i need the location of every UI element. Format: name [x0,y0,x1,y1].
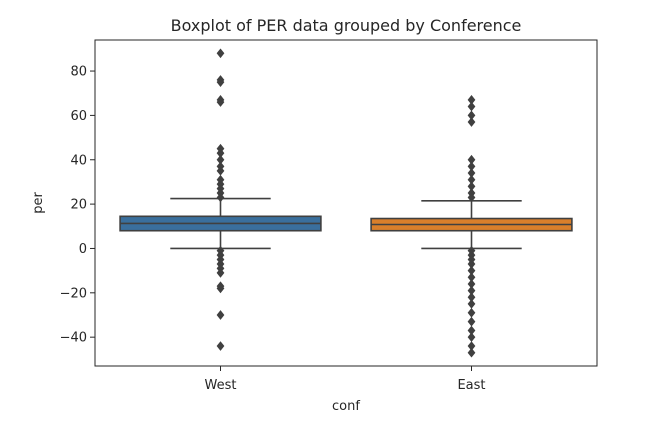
outlier-point [216,48,225,59]
outlier-point [216,192,225,203]
outlier-point [216,283,225,294]
x-tick-label: West [205,378,237,393]
outlier-point [216,77,225,87]
outlier-point [467,101,476,112]
chart-title: Boxplot of PER data grouped by Conferenc… [171,16,522,35]
plot-frame [94,39,598,367]
x-tick-label: East [457,378,485,393]
outlier-point [467,347,476,358]
outlier-point [467,192,476,203]
y-tick-label: 0 [79,242,87,257]
x-axis-label: conf [332,399,360,414]
y-tick-label: 80 [70,65,87,80]
outlier-point [216,341,225,351]
outlier-point [467,307,476,318]
y-axis-label: per [31,192,46,214]
outlier-point [467,332,476,343]
y-tick-label: −20 [60,286,87,301]
outlier-point [467,299,476,309]
outlier-point [216,97,225,107]
outlier-point [216,268,225,278]
outlier-point [216,310,225,320]
outlier-point [467,316,476,327]
y-tick-label: 40 [70,153,87,168]
y-tick-label: 60 [70,109,87,124]
y-tick-label: −40 [60,331,87,346]
outlier-point [467,117,476,127]
y-tick-label: 20 [70,198,87,213]
